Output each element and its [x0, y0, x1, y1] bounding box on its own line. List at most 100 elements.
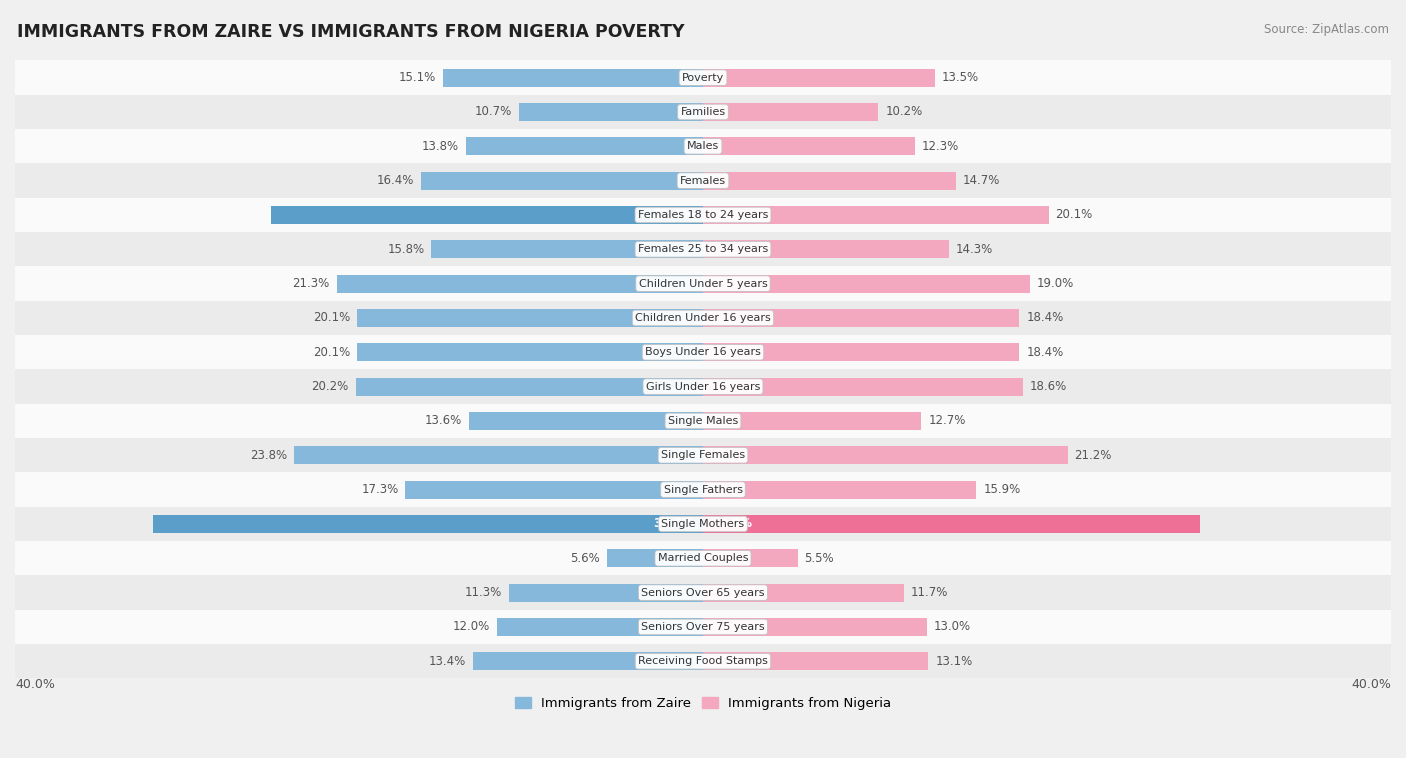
Text: 11.7%: 11.7%: [911, 586, 949, 599]
Text: 18.4%: 18.4%: [1026, 312, 1063, 324]
Bar: [703, 343, 1019, 362]
Bar: [703, 137, 914, 155]
Text: 20.1%: 20.1%: [314, 312, 350, 324]
Text: 13.0%: 13.0%: [934, 621, 970, 634]
Text: 18.6%: 18.6%: [1029, 380, 1067, 393]
Text: 32.0%: 32.0%: [654, 518, 695, 531]
Legend: Immigrants from Zaire, Immigrants from Nigeria: Immigrants from Zaire, Immigrants from N…: [509, 691, 897, 715]
Text: 40.0%: 40.0%: [1351, 678, 1391, 691]
Bar: [703, 69, 935, 86]
Text: Receiving Food Stamps: Receiving Food Stamps: [638, 656, 768, 666]
Bar: [443, 69, 703, 86]
Text: 23.8%: 23.8%: [250, 449, 287, 462]
Text: 19.0%: 19.0%: [1036, 277, 1074, 290]
Bar: [15, 369, 1391, 404]
Bar: [15, 472, 1391, 507]
Text: Females 18 to 24 years: Females 18 to 24 years: [638, 210, 768, 220]
Bar: [15, 507, 1391, 541]
Bar: [405, 481, 703, 499]
Bar: [703, 240, 949, 258]
Text: 15.8%: 15.8%: [387, 243, 425, 255]
Text: 16.4%: 16.4%: [377, 174, 413, 187]
Bar: [15, 95, 1391, 129]
Bar: [703, 412, 921, 430]
Text: 5.6%: 5.6%: [569, 552, 600, 565]
Text: 12.0%: 12.0%: [453, 621, 489, 634]
Text: 13.8%: 13.8%: [422, 139, 458, 153]
Bar: [271, 206, 703, 224]
Bar: [336, 274, 703, 293]
Bar: [703, 274, 1029, 293]
Bar: [15, 129, 1391, 164]
Bar: [15, 267, 1391, 301]
Bar: [15, 404, 1391, 438]
Text: 20.2%: 20.2%: [312, 380, 349, 393]
Bar: [703, 618, 927, 636]
Text: 17.3%: 17.3%: [361, 483, 398, 496]
Text: 14.7%: 14.7%: [963, 174, 1000, 187]
Bar: [15, 335, 1391, 369]
Text: 40.0%: 40.0%: [15, 678, 55, 691]
Text: 21.2%: 21.2%: [1074, 449, 1112, 462]
Bar: [15, 644, 1391, 678]
Text: 25.1%: 25.1%: [654, 208, 695, 221]
Bar: [703, 206, 1049, 224]
Bar: [703, 377, 1024, 396]
Text: Boys Under 16 years: Boys Under 16 years: [645, 347, 761, 357]
Bar: [15, 61, 1391, 95]
Text: IMMIGRANTS FROM ZAIRE VS IMMIGRANTS FROM NIGERIA POVERTY: IMMIGRANTS FROM ZAIRE VS IMMIGRANTS FROM…: [17, 23, 685, 41]
Bar: [703, 481, 977, 499]
Bar: [703, 103, 879, 121]
Bar: [703, 309, 1019, 327]
Bar: [356, 377, 703, 396]
Bar: [509, 584, 703, 602]
Text: Families: Families: [681, 107, 725, 117]
Bar: [703, 172, 956, 190]
Bar: [153, 515, 703, 533]
Bar: [294, 446, 703, 464]
Text: 12.7%: 12.7%: [928, 415, 966, 428]
Bar: [15, 198, 1391, 232]
Text: Source: ZipAtlas.com: Source: ZipAtlas.com: [1264, 23, 1389, 36]
Text: Married Couples: Married Couples: [658, 553, 748, 563]
Bar: [420, 172, 703, 190]
Bar: [15, 232, 1391, 267]
Bar: [15, 575, 1391, 609]
Bar: [703, 653, 928, 670]
Bar: [472, 653, 703, 670]
Bar: [470, 412, 703, 430]
Bar: [496, 618, 703, 636]
Text: Single Mothers: Single Mothers: [661, 519, 745, 529]
Bar: [519, 103, 703, 121]
Text: 13.5%: 13.5%: [942, 71, 979, 84]
Text: 14.3%: 14.3%: [956, 243, 993, 255]
Text: 15.9%: 15.9%: [983, 483, 1021, 496]
Bar: [465, 137, 703, 155]
Text: 13.4%: 13.4%: [429, 655, 465, 668]
Text: 20.1%: 20.1%: [314, 346, 350, 359]
Text: 12.3%: 12.3%: [921, 139, 959, 153]
Text: Children Under 16 years: Children Under 16 years: [636, 313, 770, 323]
Text: Females: Females: [681, 176, 725, 186]
Bar: [357, 309, 703, 327]
Text: Single Males: Single Males: [668, 416, 738, 426]
Bar: [15, 609, 1391, 644]
Text: 13.1%: 13.1%: [935, 655, 973, 668]
Text: 20.1%: 20.1%: [1056, 208, 1092, 221]
Bar: [15, 301, 1391, 335]
Bar: [703, 446, 1067, 464]
Bar: [15, 438, 1391, 472]
Text: 21.3%: 21.3%: [292, 277, 330, 290]
Bar: [703, 550, 797, 567]
Bar: [15, 164, 1391, 198]
Text: 11.3%: 11.3%: [464, 586, 502, 599]
Text: Single Fathers: Single Fathers: [664, 484, 742, 495]
Text: 18.4%: 18.4%: [1026, 346, 1063, 359]
Text: Girls Under 16 years: Girls Under 16 years: [645, 381, 761, 392]
Text: 10.7%: 10.7%: [475, 105, 512, 118]
Bar: [357, 343, 703, 362]
Text: Males: Males: [688, 141, 718, 152]
Text: 15.1%: 15.1%: [399, 71, 436, 84]
Text: Seniors Over 65 years: Seniors Over 65 years: [641, 587, 765, 597]
Text: 13.6%: 13.6%: [425, 415, 463, 428]
